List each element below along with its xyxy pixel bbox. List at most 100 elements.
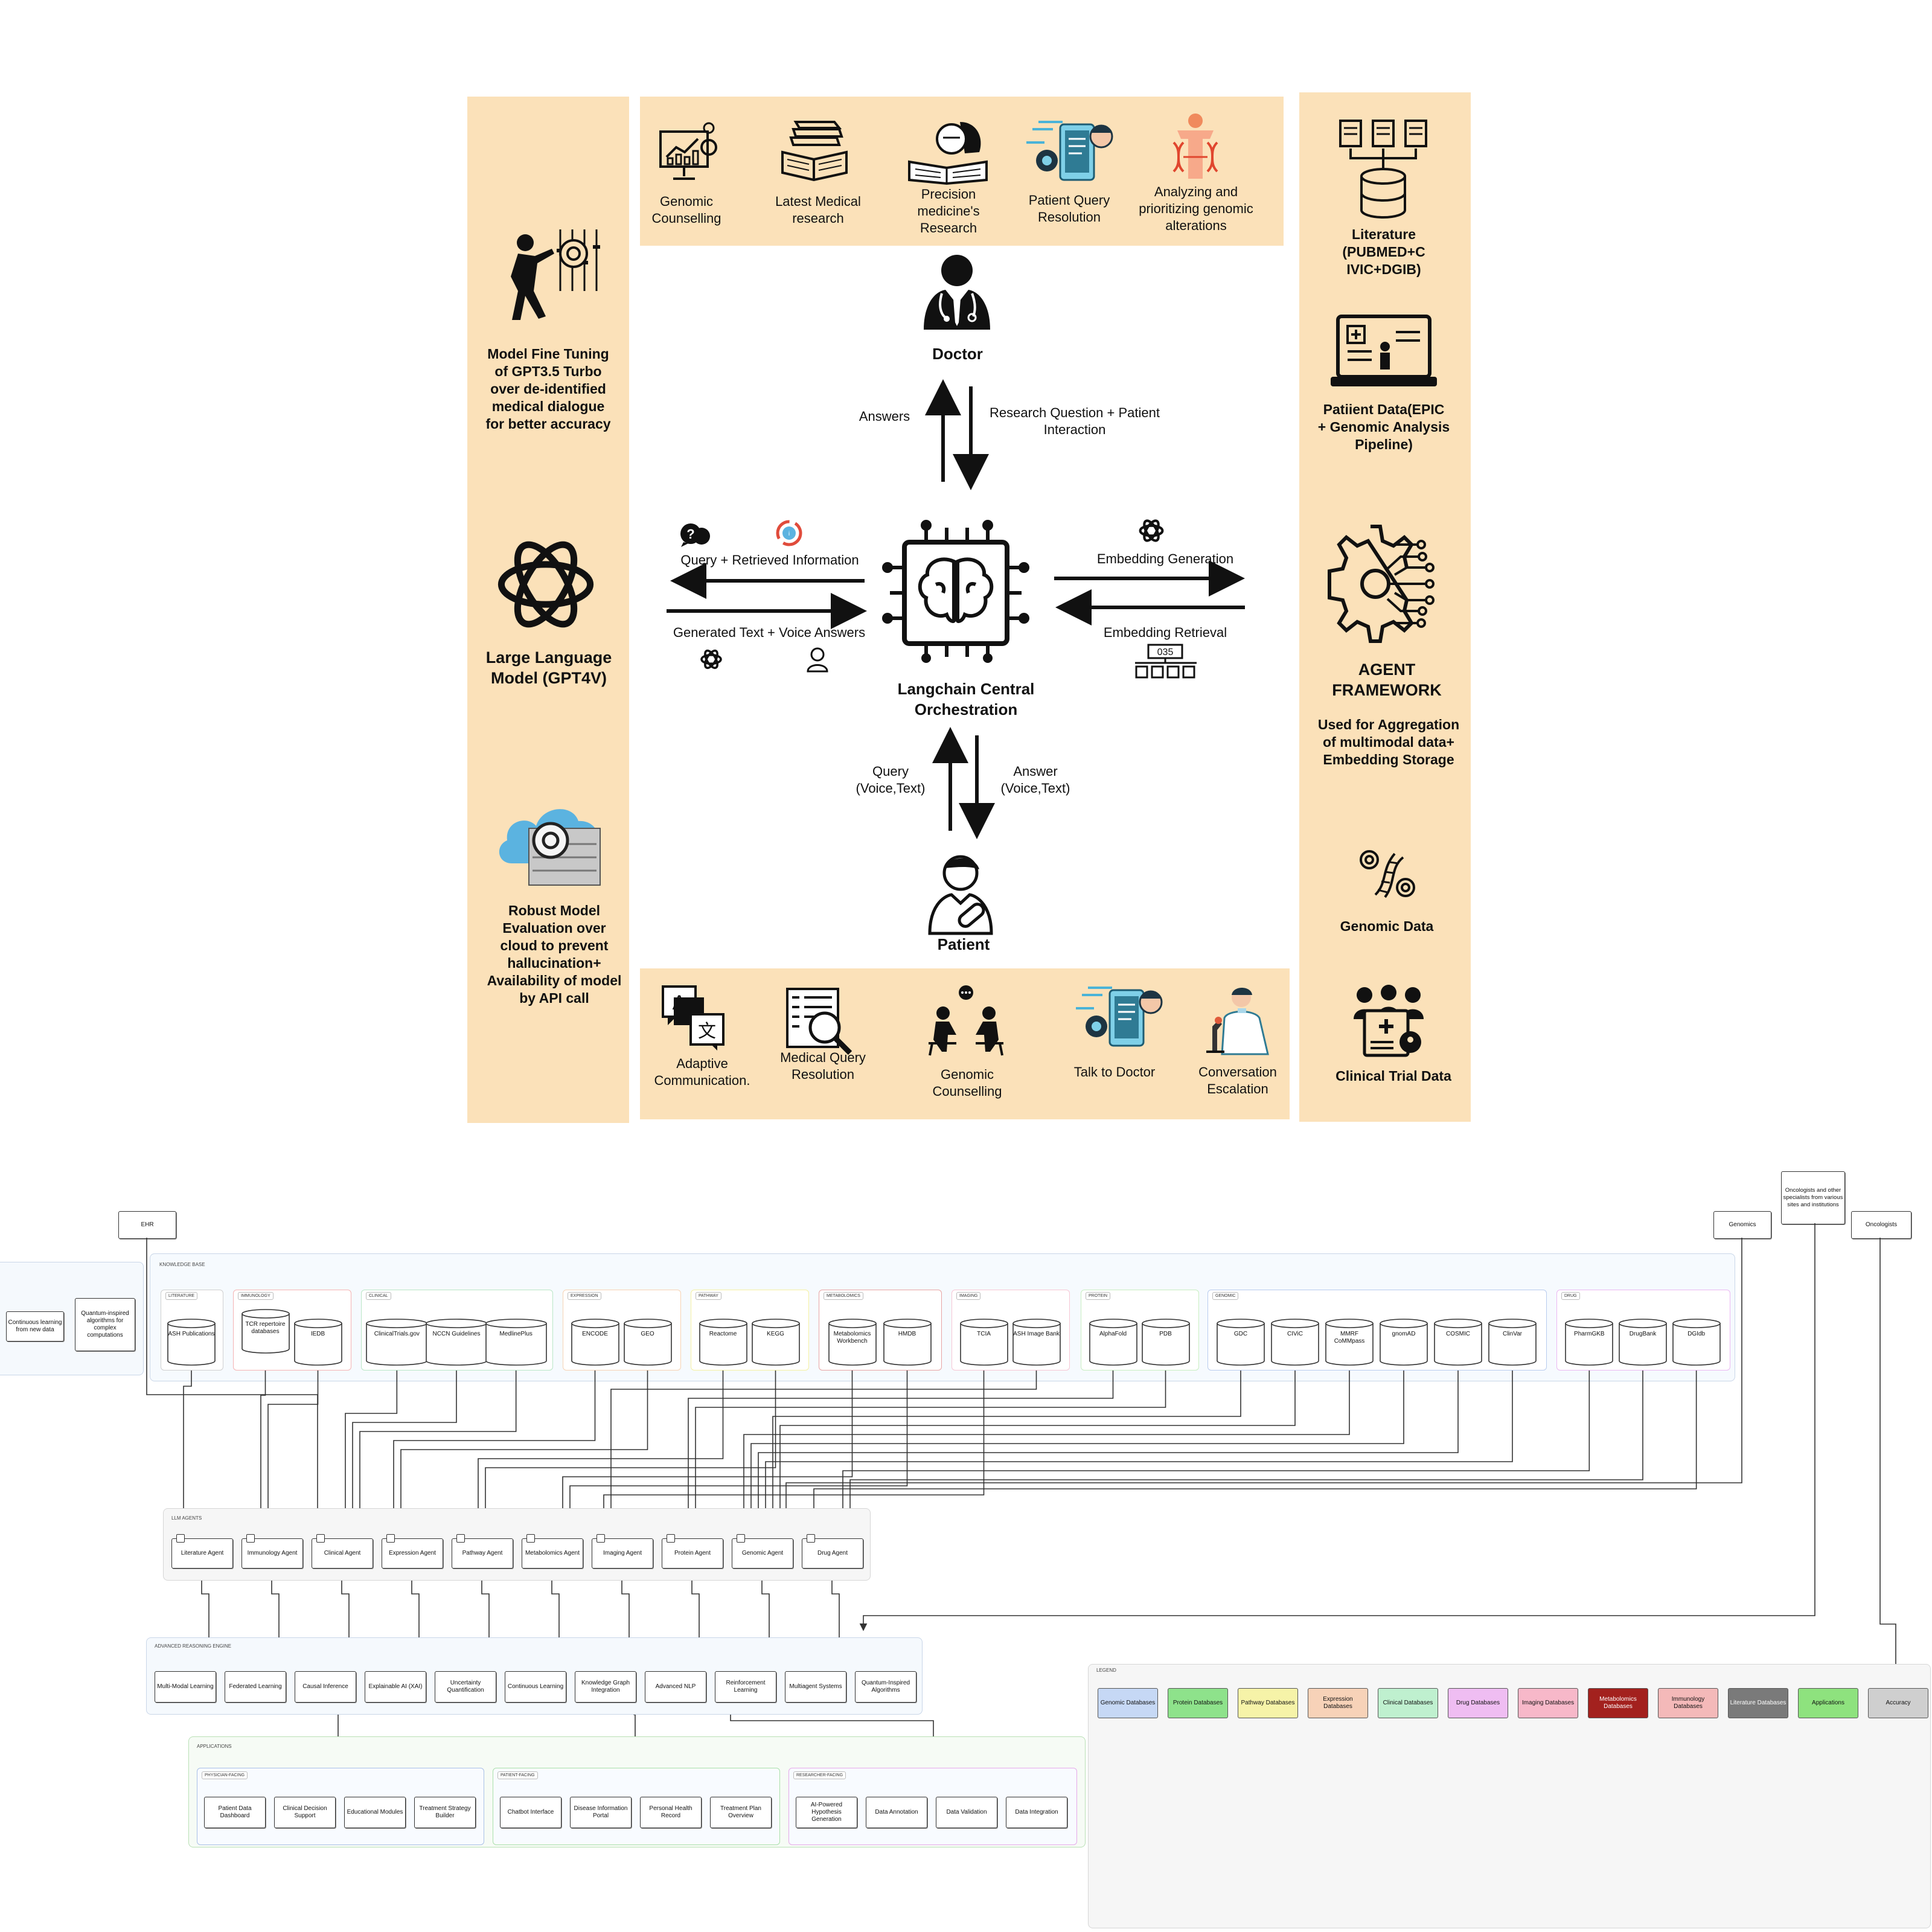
- kb-subgroup-label: GENOMIC: [1212, 1292, 1239, 1300]
- database-icon: [293, 1319, 342, 1366]
- connector: [474, 1366, 724, 1535]
- quantum-box: Quantum-inspired algorithms for complex …: [75, 1298, 135, 1351]
- database-icon: [1565, 1319, 1614, 1366]
- legend-swatch: Metabolomics Databases: [1588, 1688, 1648, 1718]
- legend-swatch: Accuracy: [1868, 1688, 1928, 1718]
- database-icon: [485, 1319, 547, 1366]
- connector: [839, 1366, 1590, 1535]
- llm-text: Large Language Model (GPT4V): [485, 648, 612, 687]
- agent-box: Literature Agent: [171, 1538, 233, 1569]
- kb-subgroup-label: EXPRESSION: [568, 1292, 601, 1300]
- database-label: MedlinePlus: [499, 1331, 533, 1337]
- top-item-label: Genomic Counselling: [651, 194, 721, 226]
- database-label: Reactome: [709, 1331, 737, 1337]
- agent-icon: [737, 1534, 745, 1543]
- connector: [810, 1366, 1697, 1535]
- top-item-label: Analyzing and prioritizing genomic alter…: [1139, 184, 1253, 233]
- database-label: ASH Publications: [168, 1331, 215, 1337]
- database-label: AlphaFold: [1099, 1331, 1127, 1337]
- database-label: MMRF CoMMpass: [1334, 1331, 1365, 1345]
- database-label: GEO: [641, 1331, 654, 1337]
- database-icon: [751, 1319, 800, 1366]
- evaluation-text: Robust Model Evaluation over cloud to pr…: [487, 903, 622, 1006]
- database-label: NCCN Guidelines: [432, 1331, 481, 1337]
- database-icon: [167, 1319, 216, 1366]
- connector: [691, 1366, 1166, 1535]
- agent-icon: [667, 1534, 675, 1543]
- oncologists-box: Oncologists: [1851, 1211, 1911, 1239]
- reasoning-box: Knowledge Graph Integration: [575, 1671, 636, 1703]
- kb-subgroup-label: METABOLOMICS: [824, 1292, 863, 1300]
- box-label: Quantum-inspired algorithms for complex …: [81, 1310, 129, 1339]
- patient-label: Patient: [937, 935, 990, 953]
- connector: [761, 1366, 1513, 1535]
- agent-icon: [316, 1534, 325, 1543]
- top-item-label: Precision medicine's Research: [917, 187, 980, 235]
- connector: [257, 1354, 266, 1535]
- phone-chat-icon: [1076, 987, 1163, 1047]
- connector: [761, 1567, 773, 1668]
- database-label: IEDB: [310, 1331, 325, 1337]
- app-subgroup-label: PHYSICIAN-FACING: [202, 1771, 248, 1779]
- connector: [740, 1366, 1350, 1535]
- bottom-item-label: Conversation Escalation: [1198, 1064, 1277, 1096]
- database-icon: [623, 1319, 672, 1366]
- doctor-label: Doctor: [932, 345, 983, 363]
- agent-icon: [526, 1534, 535, 1543]
- app-box: Clinical Decision Support: [274, 1797, 336, 1828]
- vector-storage-icon: 035: [1135, 644, 1197, 679]
- continuous-learning-box: Continuous learning from new data: [6, 1311, 64, 1342]
- legend-swatch: Genomic Databases: [1098, 1688, 1158, 1718]
- legend-label: LEGEND: [1096, 1668, 1116, 1673]
- connector: [754, 1366, 1459, 1535]
- connector: [341, 1366, 398, 1535]
- database-label: KEGG: [767, 1331, 784, 1337]
- agent-box: Protein Agent: [662, 1538, 723, 1569]
- app-subgroup-label: RESEARCHER-FACING: [793, 1771, 846, 1779]
- connector: [859, 1223, 1815, 1631]
- connector: [271, 1567, 283, 1668]
- database-icon: [828, 1319, 877, 1366]
- database-label: ASH Image Bank: [1013, 1331, 1060, 1337]
- connector: [397, 1366, 648, 1535]
- ai-brain-chip-icon: [882, 520, 1029, 663]
- kb-subgroup-label: DRUG: [1561, 1292, 1580, 1300]
- legend-swatch: Drug Databases: [1448, 1688, 1508, 1718]
- database-label: DGIdb: [1687, 1331, 1706, 1337]
- connector: [558, 1366, 853, 1535]
- openai-logo-icon: [497, 541, 594, 628]
- svg-text:?: ?: [686, 526, 694, 542]
- flow-arrows: [667, 379, 1245, 839]
- agent-box: Genomic Agent: [732, 1538, 793, 1569]
- agent-box: Imaging Agent: [592, 1538, 653, 1569]
- database-label: TCIA: [977, 1331, 991, 1337]
- agent-desc: Used for Aggregation of multimodal data+…: [1317, 717, 1460, 767]
- connector: [607, 1366, 1037, 1535]
- connector: [179, 1366, 192, 1535]
- kb-subgroup-label: CLINICAL: [366, 1292, 391, 1300]
- counter-text: 035: [1157, 647, 1174, 657]
- svg-text:i: i: [788, 531, 790, 537]
- answer-voice-text-label: Answer (Voice,Text): [1000, 764, 1070, 796]
- connector: [356, 1366, 517, 1535]
- right-panel: [1299, 92, 1471, 1122]
- database-icon: [1325, 1319, 1374, 1366]
- app-box: Treatment Strategy Builder: [414, 1797, 476, 1828]
- connector: [691, 1567, 703, 1668]
- agent-icon: [456, 1534, 465, 1543]
- agent-box: Immunology Agent: [242, 1538, 303, 1569]
- chart-presentation-icon: [659, 122, 717, 180]
- database-label: ENCODE: [582, 1331, 608, 1337]
- legend-swatch: Protein Databases: [1168, 1688, 1228, 1718]
- database-label: Metabolomics Workbench: [833, 1331, 871, 1345]
- app-box: Educational Modules: [344, 1797, 406, 1828]
- reading-doctor-icon: [908, 122, 988, 185]
- agent-icon: [807, 1534, 815, 1543]
- clinical-trial-icon: [1354, 985, 1424, 1057]
- patient-icon: [928, 855, 993, 935]
- connector: [684, 1366, 1114, 1535]
- database-icon: [1488, 1319, 1537, 1366]
- legend-swatch: Imaging Databases: [1518, 1688, 1578, 1718]
- knowledge-base-label: KNOWLEDGE BASE: [159, 1262, 205, 1267]
- reasoning-box: Uncertainty Quantification: [435, 1671, 496, 1703]
